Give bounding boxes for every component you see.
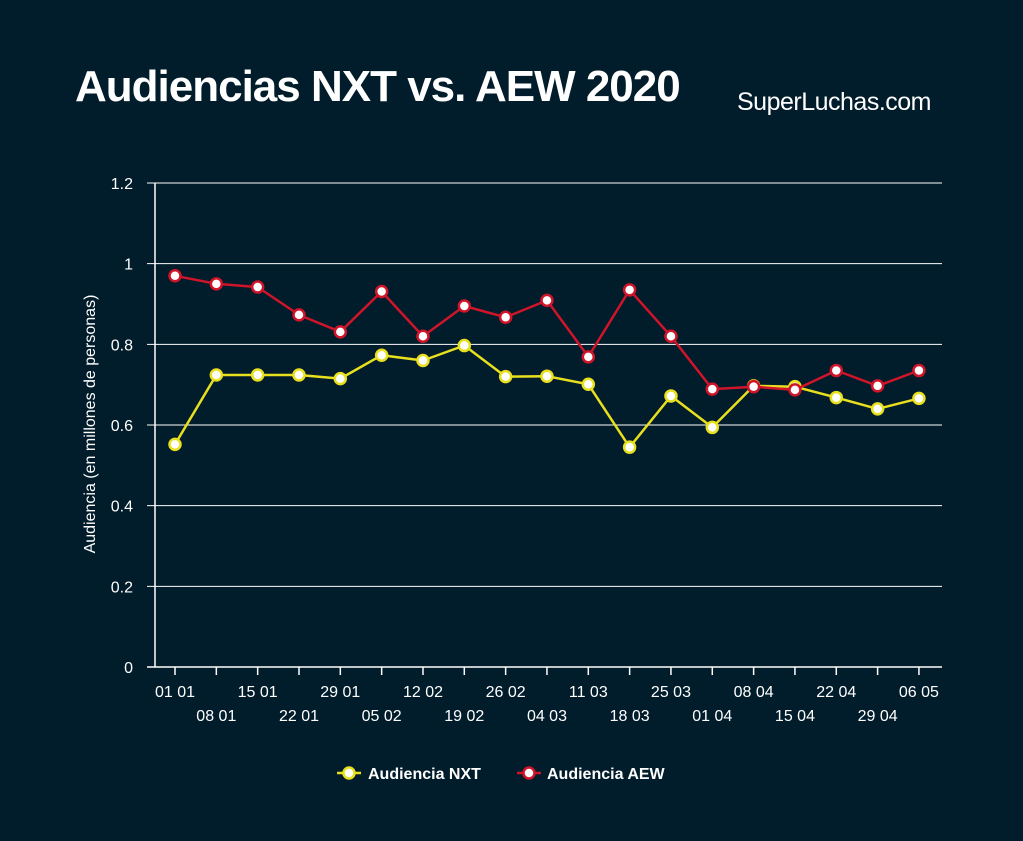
x-tick-label: 08 04 [734,684,774,701]
x-tick-label: 29 04 [858,708,898,725]
x-tick-label: 22 01 [279,708,319,725]
data-point [209,368,224,382]
data-point [374,348,389,362]
data-point [457,299,472,313]
x-tick-label: 12 02 [403,684,443,701]
legend-item: Audiencia AEW [517,766,666,783]
legend-swatch-marker [522,766,536,780]
data-point [333,371,348,386]
x-tick-label: 08 01 [196,708,236,725]
data-point [168,437,182,452]
data-point [829,363,844,378]
data-point [374,284,389,299]
data-point [457,338,472,353]
data-point [622,440,637,454]
data-point [581,350,596,364]
x-tick-label: 29 01 [320,684,360,701]
grid-lines [147,182,942,587]
y-tick-labels: 0 0.2 0.4 0.6 0.8 1 1.2 [111,176,133,677]
x-tick-label: 26 02 [486,684,526,701]
x-tick-label: 01 01 [155,684,195,701]
x-tick-label: 18 03 [610,708,650,725]
x-tick-label: 06 05 [899,684,939,701]
data-point [705,420,720,435]
data-point [250,280,265,294]
data-point [333,325,348,339]
data-point [250,368,265,382]
data-point [912,391,926,406]
y-tick-label: 0.2 [111,579,133,596]
x-tick-label: 15 04 [775,708,815,725]
x-tick-label: 05 02 [362,708,402,725]
data-point [540,369,554,383]
data-point [292,368,306,382]
y-tick-label: 1 [124,257,133,274]
data-point [912,363,926,378]
data-point [292,308,306,322]
data-point [498,369,513,384]
series [168,269,926,454]
data-point [664,329,678,344]
data-point [788,383,802,397]
legend-label: Audiencia NXT [368,766,481,783]
data-point [870,379,885,393]
data-point [168,269,182,283]
y-tick-label: 0.6 [111,418,133,435]
data-point [746,379,761,394]
data-point [416,329,430,344]
x-tick-label: 01 04 [692,708,732,725]
x-tick-label: 04 03 [527,708,567,725]
data-point [705,382,720,396]
site-name: SuperLuchas.com [737,88,932,116]
legend-label: Audiencia AEW [547,766,666,783]
legend-swatch-marker [342,766,356,780]
y-axis-label: Audiencia (en millones de personas) [82,295,99,554]
x-tick-label: 19 02 [444,708,484,725]
data-point [664,389,678,403]
data-point [498,310,513,325]
data-point [581,377,596,392]
series-line [173,344,920,449]
legend-item: Audiencia NXT [337,766,481,783]
chart-title: Audiencias NXT vs. AEW 2020 [75,62,681,111]
data-point [209,277,224,291]
axes [147,183,942,675]
y-tick-label: 1.2 [111,176,133,193]
y-tick-label: 0.4 [111,499,133,516]
data-point [416,353,430,368]
y-tick-label: 0.8 [111,337,133,354]
x-tick-label: 11 03 [569,684,608,701]
data-point [540,293,554,308]
y-tick-label: 0 [124,660,133,677]
data-point [829,390,844,405]
data-point [870,402,885,416]
x-tick-label: 22 04 [816,684,856,701]
x-tick-label: 15 01 [238,684,278,701]
series-nxt [168,338,926,454]
legend: Audiencia NXT Audiencia AEW [337,766,666,783]
data-point [622,283,637,297]
x-tick-label: 25 03 [651,684,691,701]
series-aew [168,269,926,397]
